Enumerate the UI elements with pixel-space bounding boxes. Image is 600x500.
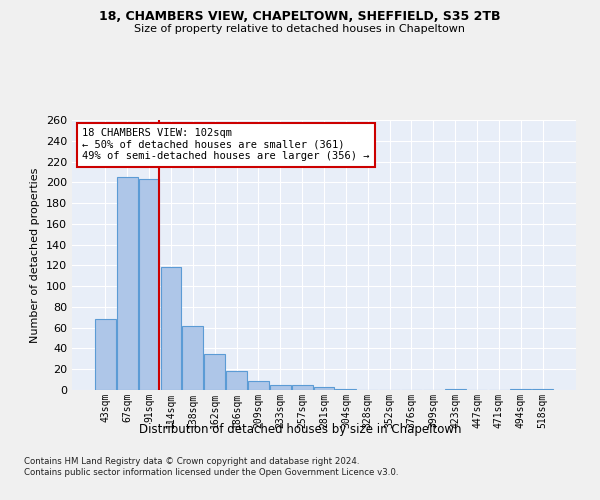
Bar (270, 385, 290, 390)
Bar (139, 179, 160, 390)
Bar (248, 380, 269, 390)
Text: Distribution of detached houses by size in Chapeltown: Distribution of detached houses by size … (139, 422, 461, 436)
Text: 18 CHAMBERS VIEW: 102sqm
← 50% of detached houses are smaller (361)
49% of semi-: 18 CHAMBERS VIEW: 102sqm ← 50% of detach… (82, 128, 370, 162)
Bar (532, 389, 553, 390)
Bar (335, 389, 356, 390)
Y-axis label: Number of detached properties: Number of detached properties (31, 168, 40, 342)
Bar (182, 326, 203, 390)
Bar (314, 387, 334, 390)
Text: Contains HM Land Registry data © Crown copyright and database right 2024.
Contai: Contains HM Land Registry data © Crown c… (24, 458, 398, 477)
Text: 18, CHAMBERS VIEW, CHAPELTOWN, SHEFFIELD, S35 2TB: 18, CHAMBERS VIEW, CHAPELTOWN, SHEFFIELD… (99, 10, 501, 23)
Bar (226, 372, 247, 390)
Bar (95, 320, 116, 390)
Bar (511, 389, 531, 390)
Bar (204, 354, 225, 390)
Bar (292, 385, 313, 390)
Text: Size of property relative to detached houses in Chapeltown: Size of property relative to detached ho… (134, 24, 466, 34)
Bar (161, 268, 181, 390)
Bar (117, 177, 137, 390)
Bar (445, 389, 466, 390)
